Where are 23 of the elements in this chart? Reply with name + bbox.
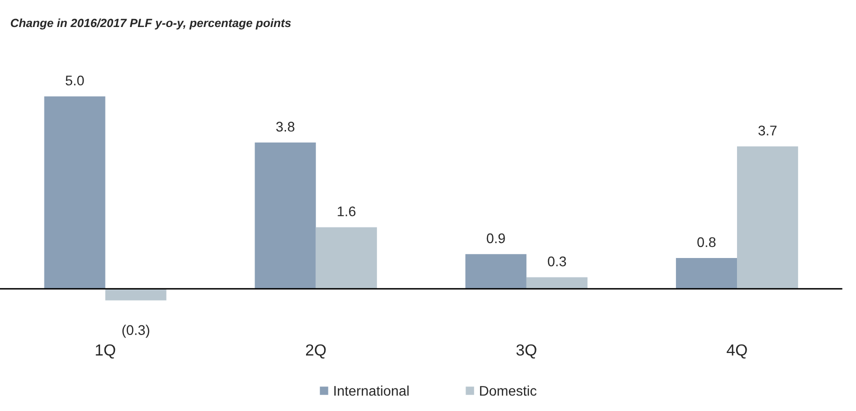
bar — [465, 254, 526, 289]
chart-title: Change in 2016/2017 PLF y-o-y, percentage points — [10, 18, 291, 30]
legend-label: International — [334, 386, 409, 396]
data-label: 0.8 — [697, 237, 716, 248]
data-label: 0.3 — [548, 256, 566, 266]
data-label: 3.7 — [758, 126, 777, 136]
bar — [526, 277, 588, 289]
x-tick-label: 1Q — [96, 344, 116, 358]
data-label: 1.6 — [338, 206, 356, 216]
data-label: 3.8 — [276, 122, 294, 132]
x-tick-label: 3Q — [516, 344, 536, 358]
bar — [316, 227, 377, 289]
x-tick-label: 2Q — [306, 344, 326, 358]
bar — [737, 146, 798, 289]
bar — [105, 288, 166, 300]
bar — [676, 258, 738, 289]
legend-label: Domestic — [480, 386, 536, 396]
data-label: 5.0 — [66, 76, 84, 86]
bar — [44, 96, 106, 289]
data-label: 0.9 — [486, 233, 505, 244]
bar — [254, 142, 316, 289]
data-label: (0.3) — [122, 324, 150, 338]
x-tick-label: 4Q — [726, 344, 747, 358]
